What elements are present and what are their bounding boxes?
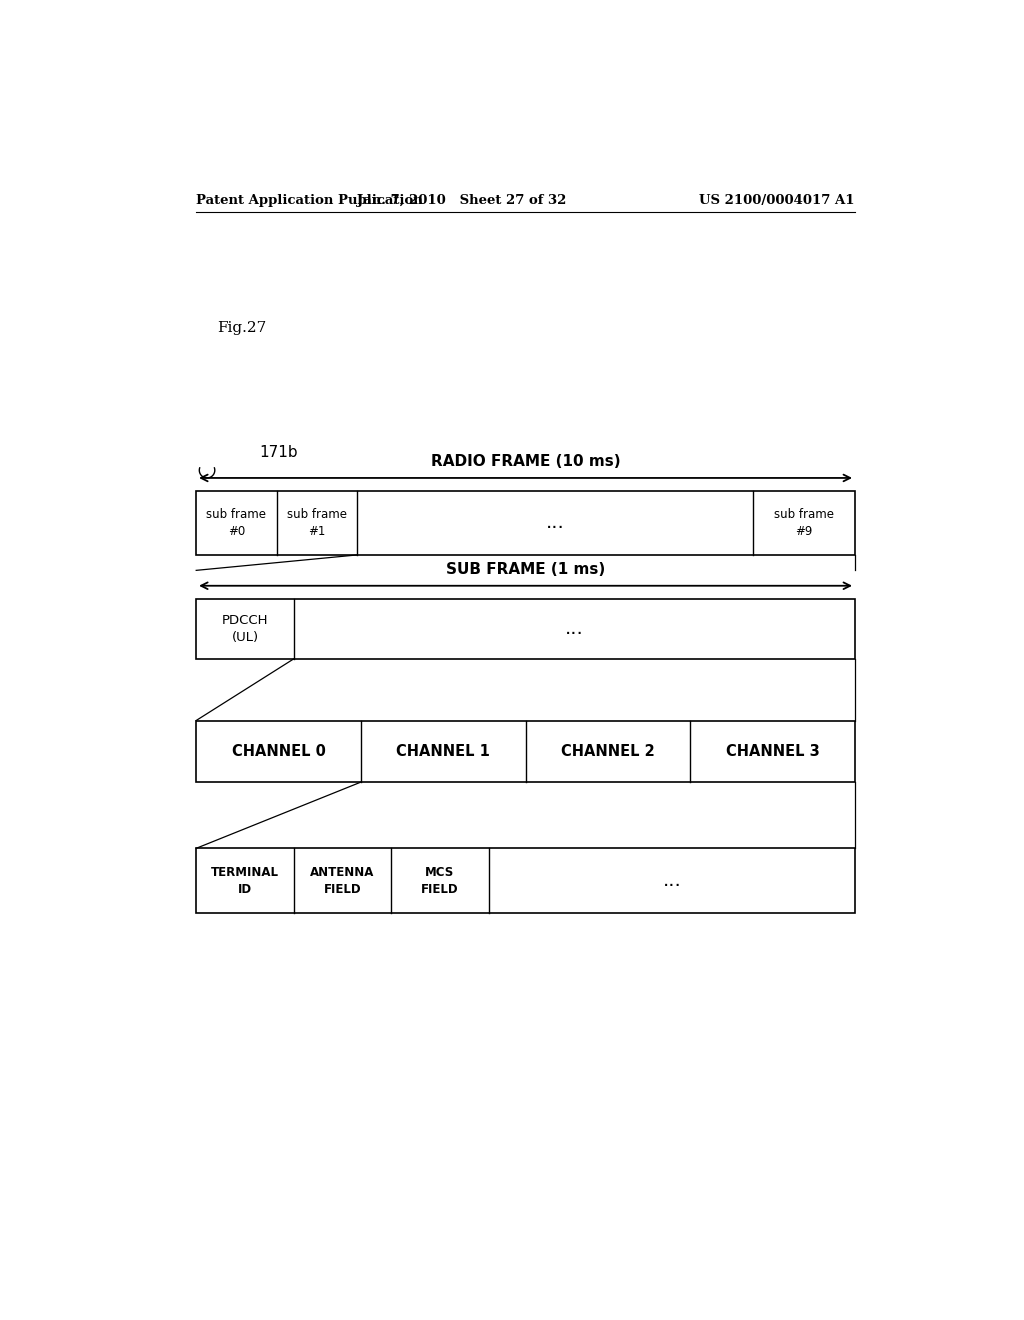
Text: ANTENNA
FIELD: ANTENNA FIELD	[310, 866, 375, 896]
Bar	[197, 849, 855, 913]
Bar	[197, 721, 855, 781]
Text: CHANNEL 2: CHANNEL 2	[561, 743, 654, 759]
Bar	[197, 599, 855, 659]
Text: US 2100/0004017 A1: US 2100/0004017 A1	[699, 194, 855, 207]
Text: ...: ...	[546, 513, 564, 532]
Text: sub frame
#0: sub frame #0	[207, 508, 266, 539]
Text: Jan. 7, 2010   Sheet 27 of 32: Jan. 7, 2010 Sheet 27 of 32	[356, 194, 566, 207]
Text: ...: ...	[565, 619, 584, 639]
Text: RADIO FRAME (10 ms): RADIO FRAME (10 ms)	[431, 454, 621, 469]
Text: 171b: 171b	[260, 445, 298, 461]
Text: Patent Application Publication: Patent Application Publication	[197, 194, 423, 207]
Text: CHANNEL 1: CHANNEL 1	[396, 743, 490, 759]
Text: SUB FRAME (1 ms): SUB FRAME (1 ms)	[445, 561, 605, 577]
Text: ...: ...	[663, 871, 681, 890]
Text: CHANNEL 3: CHANNEL 3	[726, 743, 819, 759]
Text: MCS
FIELD: MCS FIELD	[421, 866, 459, 896]
Text: sub frame
#9: sub frame #9	[774, 508, 834, 539]
Text: TERMINAL
ID: TERMINAL ID	[211, 866, 279, 896]
Text: Fig.27: Fig.27	[217, 321, 266, 335]
Text: CHANNEL 0: CHANNEL 0	[231, 743, 326, 759]
Text: PDCCH
(UL): PDCCH (UL)	[222, 614, 268, 644]
Text: sub frame
#1: sub frame #1	[287, 508, 347, 539]
Bar	[197, 491, 855, 554]
